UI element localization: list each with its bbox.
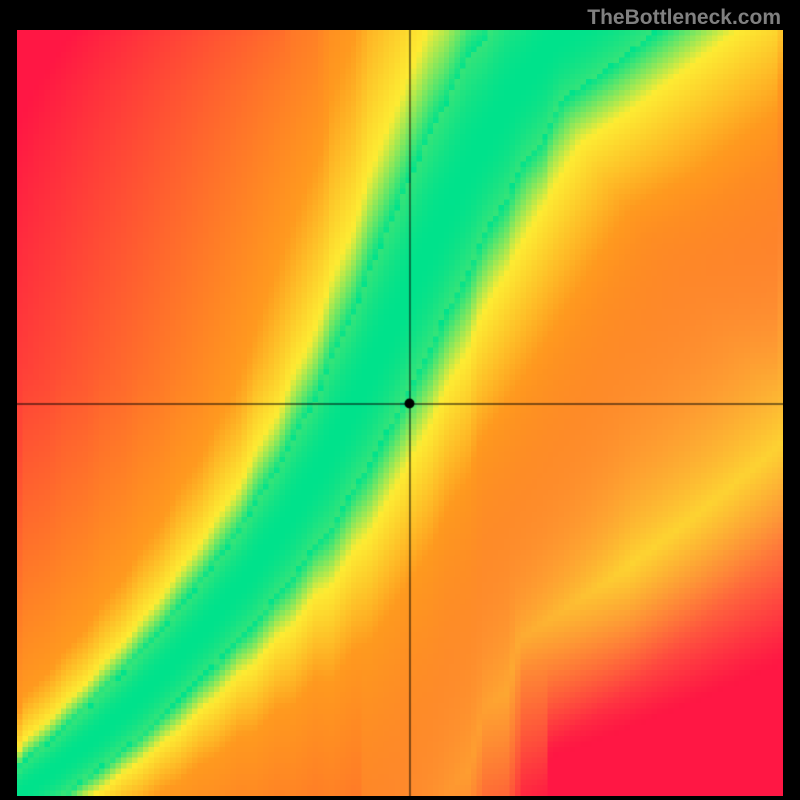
crosshair-overlay bbox=[17, 30, 783, 796]
watermark-text: TheBottleneck.com bbox=[587, 6, 781, 30]
chart-container: TheBottleneck.com bbox=[0, 0, 800, 800]
